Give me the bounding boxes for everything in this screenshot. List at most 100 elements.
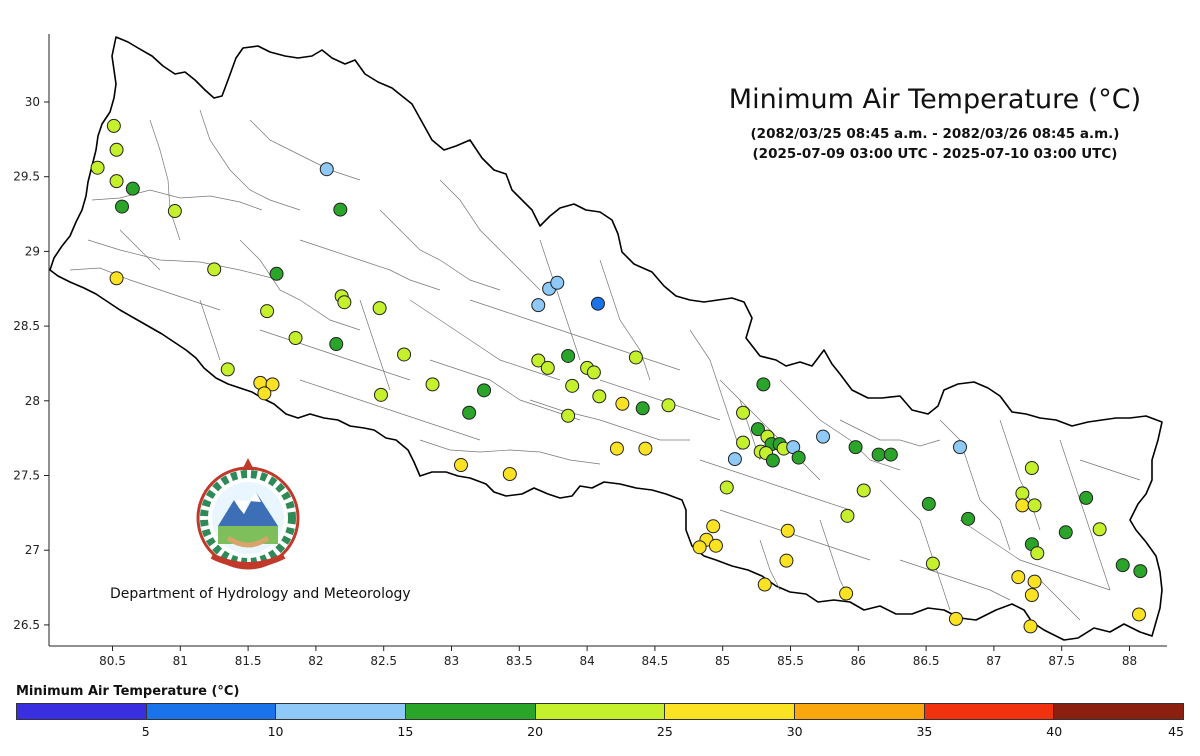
station-marker[interactable] — [319, 162, 334, 177]
station-marker[interactable] — [114, 199, 129, 214]
station-marker[interactable] — [757, 577, 772, 592]
x-tick-label: 84 — [579, 654, 594, 668]
station-marker[interactable] — [661, 398, 676, 413]
station-marker[interactable] — [590, 296, 605, 311]
legend-title: Minimum Air Temperature (°C) — [16, 684, 240, 699]
station-marker[interactable] — [635, 401, 650, 416]
station-marker[interactable] — [839, 586, 854, 601]
station-marker[interactable] — [1092, 522, 1107, 537]
station-marker[interactable] — [565, 378, 580, 393]
station-marker[interactable] — [502, 467, 517, 482]
station-marker[interactable] — [638, 441, 653, 456]
legend-tick-label: 35 — [916, 724, 933, 739]
station-marker[interactable] — [288, 331, 303, 346]
station-marker[interactable] — [1023, 619, 1038, 634]
station-marker[interactable] — [848, 440, 863, 455]
legend-swatch — [924, 704, 1055, 719]
station-marker[interactable] — [397, 347, 412, 362]
station-marker[interactable] — [257, 386, 272, 401]
station-marker[interactable] — [220, 362, 235, 377]
district-boundaries — [69, 109, 1141, 621]
station-marker[interactable] — [90, 160, 105, 175]
station-marker[interactable] — [337, 295, 352, 310]
station-marker[interactable] — [1133, 564, 1148, 579]
legend-tick-label: 10 — [267, 724, 284, 739]
station-marker[interactable] — [953, 440, 967, 455]
station-marker[interactable] — [816, 429, 831, 444]
station-marker[interactable] — [780, 523, 795, 538]
x-tick-label: 85 — [715, 654, 730, 668]
station-marker[interactable] — [540, 360, 555, 375]
station-marker[interactable] — [106, 118, 121, 133]
x-tick-label: 83.5 — [506, 654, 533, 668]
station-marker[interactable] — [125, 181, 140, 196]
station-marker[interactable] — [871, 447, 886, 462]
station-marker[interactable] — [425, 377, 440, 392]
station-marker[interactable] — [550, 275, 565, 290]
station-marker[interactable] — [1024, 461, 1039, 476]
station-marker[interactable] — [706, 519, 721, 534]
station-marker[interactable] — [1015, 498, 1030, 513]
station-marker[interactable] — [692, 540, 707, 555]
station-marker[interactable] — [109, 142, 124, 157]
y-tick-label: 30 — [25, 95, 40, 109]
station-marker[interactable] — [628, 350, 643, 365]
station-marker[interactable] — [109, 174, 124, 189]
x-tick-label: 81 — [173, 654, 188, 668]
station-marker[interactable] — [791, 450, 806, 465]
station-marker[interactable] — [531, 298, 546, 313]
station-marker[interactable] — [477, 383, 492, 398]
station-marker[interactable] — [592, 389, 607, 404]
station-marker[interactable] — [736, 405, 751, 420]
legend-swatch — [146, 704, 277, 719]
station-marker[interactable] — [561, 348, 576, 363]
station-marker[interactable] — [727, 452, 742, 467]
station-marker[interactable] — [1024, 588, 1039, 603]
station-markers — [90, 118, 1148, 634]
station-marker[interactable] — [736, 435, 751, 450]
station-marker[interactable] — [840, 508, 855, 523]
station-marker[interactable] — [109, 271, 124, 286]
station-marker[interactable] — [1011, 570, 1026, 585]
station-marker[interactable] — [462, 405, 477, 420]
station-marker[interactable] — [1079, 490, 1094, 505]
station-marker[interactable] — [765, 453, 780, 468]
station-marker[interactable] — [1131, 607, 1146, 622]
station-marker[interactable] — [207, 262, 222, 277]
station-marker[interactable] — [779, 553, 794, 568]
station-marker[interactable] — [1027, 574, 1042, 589]
station-marker[interactable] — [719, 480, 734, 495]
station-marker[interactable] — [1115, 558, 1130, 573]
station-marker[interactable] — [1027, 498, 1042, 513]
color-legend — [16, 703, 1184, 720]
x-tick-label: 87.5 — [1048, 654, 1075, 668]
station-marker[interactable] — [265, 377, 280, 392]
station-marker[interactable] — [329, 337, 344, 352]
station-marker[interactable] — [708, 538, 723, 553]
legend-swatch — [665, 704, 796, 719]
station-marker[interactable] — [260, 304, 275, 319]
station-marker[interactable] — [609, 441, 624, 456]
station-marker[interactable] — [756, 377, 771, 392]
station-marker[interactable] — [531, 353, 546, 368]
station-marker[interactable] — [750, 422, 765, 437]
station-marker[interactable] — [269, 266, 284, 281]
station-marker[interactable] — [333, 202, 348, 217]
station-marker[interactable] — [167, 204, 182, 219]
station-marker[interactable] — [883, 447, 898, 462]
station-marker[interactable] — [372, 301, 387, 316]
station-marker[interactable] — [961, 511, 976, 526]
station-marker[interactable] — [925, 556, 940, 571]
x-tick-label: 82.5 — [370, 654, 397, 668]
station-marker[interactable] — [615, 396, 630, 411]
station-marker[interactable] — [561, 408, 576, 423]
station-marker[interactable] — [1015, 486, 1030, 501]
station-marker[interactable] — [453, 458, 468, 473]
station-marker[interactable] — [1030, 546, 1045, 561]
station-marker[interactable] — [948, 611, 963, 626]
station-marker[interactable] — [856, 483, 871, 498]
station-marker[interactable] — [586, 365, 601, 380]
station-marker[interactable] — [1058, 525, 1073, 540]
station-marker[interactable] — [373, 387, 388, 402]
station-marker[interactable] — [921, 496, 936, 511]
